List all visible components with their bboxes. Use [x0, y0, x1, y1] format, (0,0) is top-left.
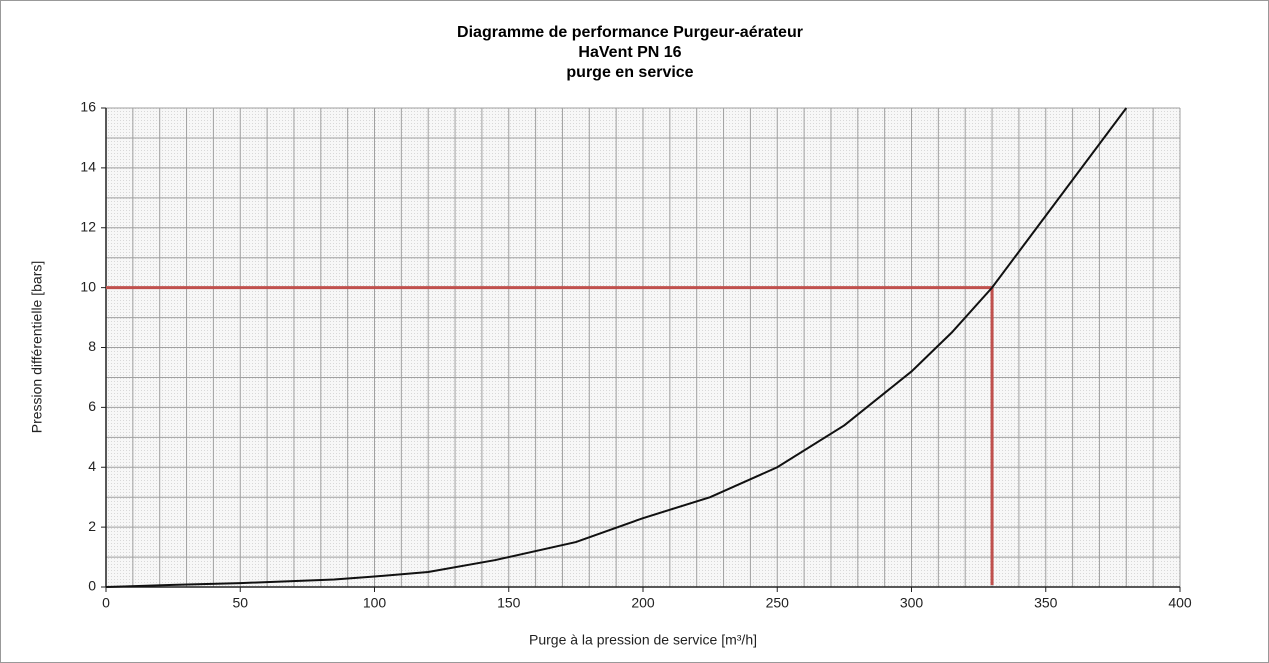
chart-title: Diagramme de performance Purgeur-aérateu… — [457, 24, 803, 41]
x-axis-label: Purge à la pression de service [m³/h] — [529, 632, 757, 648]
y-tick-label: 6 — [88, 398, 96, 414]
x-tick-label: 150 — [497, 595, 521, 611]
chart-title: purge en service — [566, 64, 693, 81]
y-tick-label: 14 — [80, 159, 96, 175]
y-tick-label: 12 — [80, 218, 96, 234]
curve — [105, 107, 1128, 588]
x-tick-label: 400 — [1168, 595, 1192, 611]
y-tick-label: 16 — [80, 99, 96, 115]
x-tick-label: 350 — [1034, 595, 1058, 611]
y-tick-label: 10 — [80, 278, 96, 294]
x-tick-label: 50 — [232, 595, 248, 611]
x-tick-label: 250 — [766, 595, 790, 611]
chart-title: HaVent PN 16 — [578, 44, 681, 61]
y-axis-label: Pression différentielle [bars] — [29, 261, 45, 434]
x-tick-label: 0 — [102, 595, 110, 611]
x-tick-label: 200 — [631, 595, 655, 611]
x-tick-label: 300 — [900, 595, 924, 611]
x-tick-label: 100 — [363, 595, 387, 611]
y-tick-label: 4 — [88, 458, 96, 474]
y-tick-label: 8 — [88, 338, 96, 354]
y-tick-label: 2 — [88, 518, 96, 534]
y-tick-label: 0 — [88, 578, 96, 594]
